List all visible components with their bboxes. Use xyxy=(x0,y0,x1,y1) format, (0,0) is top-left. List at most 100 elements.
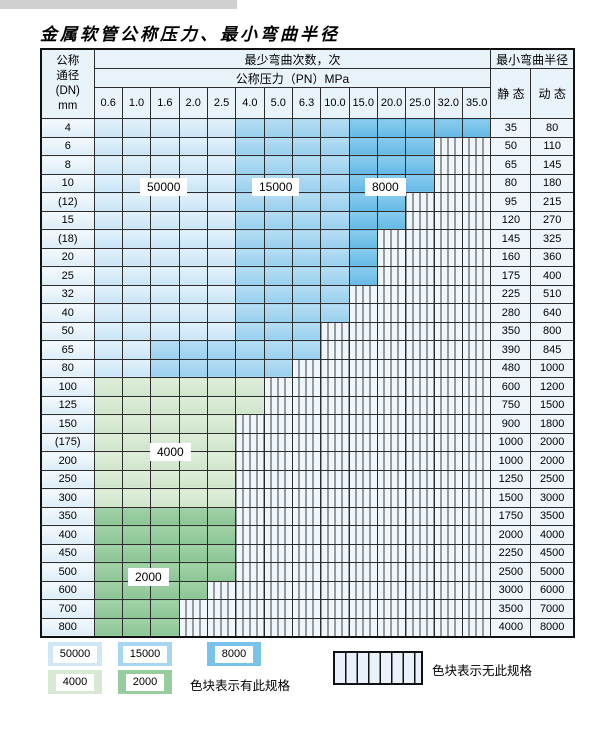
no-spec-cell xyxy=(235,432,265,452)
cycle-cell-50000 xyxy=(121,229,152,249)
no-spec-cell xyxy=(348,303,378,323)
no-spec-cell xyxy=(320,414,350,434)
table-row: 40 280 640 xyxy=(40,303,575,323)
cycle-cell-8000 xyxy=(376,118,407,138)
region-label-2000: 2000 xyxy=(128,568,169,586)
cycle-cell-15000 xyxy=(320,173,350,193)
cycle-cell-15000 xyxy=(291,284,322,304)
bend-cycles-header: 最少弯曲次数，次 xyxy=(93,48,492,69)
no-spec-cell xyxy=(206,580,237,600)
min-bend-radius-header: 最小弯曲半径 xyxy=(490,48,575,69)
no-spec-cell xyxy=(235,562,265,582)
no-spec-cell xyxy=(263,469,293,489)
cycle-cell-50000 xyxy=(121,210,152,230)
cycle-cell-15000 xyxy=(320,284,350,304)
no-spec-cell xyxy=(376,321,407,341)
no-spec-cell xyxy=(405,488,435,508)
cycle-cell-4000 xyxy=(93,488,123,508)
cycle-cell-4000 xyxy=(150,469,180,489)
cycle-cell-50000 xyxy=(93,247,123,267)
dynamic-radius-cell: 270 xyxy=(530,210,575,230)
static-radius-cell: 1000 xyxy=(490,451,532,471)
region-label-8000: 8000 xyxy=(365,178,406,196)
dynamic-radius-cell: 400 xyxy=(530,266,575,286)
dynamic-radius-cell: 510 xyxy=(530,284,575,304)
cycle-cell-15000 xyxy=(291,247,322,267)
no-spec-cell xyxy=(348,284,378,304)
cycle-cell-4000 xyxy=(121,451,152,471)
no-spec-cell xyxy=(291,580,322,600)
table-row: 250 1250 2500 xyxy=(40,469,575,489)
cycle-cell-4000 xyxy=(93,469,123,489)
no-spec-cell xyxy=(263,451,293,471)
no-spec-cell xyxy=(405,525,435,545)
no-spec-cell xyxy=(461,284,492,304)
table-row: 600 3000 6000 xyxy=(40,580,575,600)
dynamic-radius-cell: 180 xyxy=(530,173,575,193)
table-row: 6 50 110 xyxy=(40,136,575,156)
cycle-cell-15000 xyxy=(206,358,237,378)
table-row: (12) 95 215 xyxy=(40,192,575,212)
no-spec-cell xyxy=(235,599,265,619)
no-spec-cell xyxy=(405,451,435,471)
dn-cell: 800 xyxy=(40,617,95,637)
cycle-cell-50000 xyxy=(206,247,237,267)
cycle-cell-50000 xyxy=(150,266,180,286)
no-spec-cell xyxy=(291,599,322,619)
cycle-cell-50000 xyxy=(178,155,208,175)
no-spec-cell xyxy=(433,136,463,156)
no-spec-cell xyxy=(461,358,492,378)
cycle-cell-8000 xyxy=(405,136,435,156)
no-spec-cell xyxy=(376,469,407,489)
no-spec-cell xyxy=(348,358,378,378)
dynamic-radius-cell: 8000 xyxy=(530,617,575,637)
no-spec-cell xyxy=(405,395,435,415)
no-spec-cell xyxy=(433,284,463,304)
pressure-tick: 1.0 xyxy=(121,87,152,119)
cycle-cell-15000 xyxy=(263,155,293,175)
dn-cell: 6 xyxy=(40,136,95,156)
no-spec-cell xyxy=(433,599,463,619)
cycle-cell-50000 xyxy=(93,266,123,286)
cycle-cell-2000 xyxy=(93,580,123,600)
dn-cell: (175) xyxy=(40,432,95,452)
cycle-cell-15000 xyxy=(263,321,293,341)
no-spec-cell xyxy=(405,562,435,582)
table-row: 150 900 1800 xyxy=(40,414,575,434)
dynamic-radius-cell: 3500 xyxy=(530,506,575,526)
no-spec-cell xyxy=(405,414,435,434)
legend-label-4000: 4000 xyxy=(55,673,95,691)
no-spec-cell xyxy=(461,303,492,323)
cycle-cell-15000 xyxy=(235,358,265,378)
cycle-cell-50000 xyxy=(121,247,152,267)
no-spec-cell xyxy=(320,525,350,545)
cycle-cell-15000 xyxy=(235,321,265,341)
no-spec-cell xyxy=(235,488,265,508)
no-spec-cell xyxy=(348,321,378,341)
cycle-cell-15000 xyxy=(235,118,265,138)
cycle-cell-50000 xyxy=(206,173,237,193)
legend-label-2000: 2000 xyxy=(125,673,165,691)
cycle-cell-2000 xyxy=(121,543,152,563)
cycle-cell-4000 xyxy=(178,469,208,489)
cycle-cell-50000 xyxy=(206,136,237,156)
table-row: 50 350 800 xyxy=(40,321,575,341)
no-spec-cell xyxy=(433,358,463,378)
cycle-cell-4000 xyxy=(150,395,180,415)
legend-label-8000: 8000 xyxy=(214,645,254,663)
no-spec-cell xyxy=(405,247,435,267)
cycle-cell-50000 xyxy=(121,118,152,138)
cycle-cell-15000 xyxy=(235,192,265,212)
static-radius-cell: 225 xyxy=(490,284,532,304)
cycle-cell-15000 xyxy=(263,358,293,378)
no-spec-cell xyxy=(376,266,407,286)
cycle-cell-50000 xyxy=(206,303,237,323)
table-row: 65 390 845 xyxy=(40,340,575,360)
cycle-cell-2000 xyxy=(121,525,152,545)
no-spec-cell xyxy=(291,432,322,452)
no-spec-cell xyxy=(376,580,407,600)
no-spec-cell xyxy=(348,562,378,582)
cycle-cell-4000 xyxy=(206,414,237,434)
cycle-cell-50000 xyxy=(206,284,237,304)
dn-cell: 400 xyxy=(40,525,95,545)
